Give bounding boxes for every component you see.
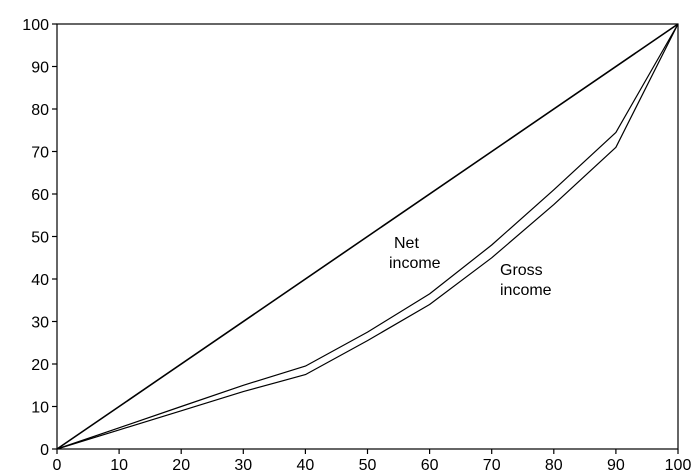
- equality-line: [56, 23, 679, 450]
- x-tick-label: 80: [545, 457, 563, 474]
- y-tick-label: 60: [31, 187, 49, 204]
- x-axis: 0 10 20 30 40 50 60 70 80 90 100: [53, 449, 692, 474]
- gross-line: [56, 23, 679, 450]
- net-income-label-line2: income: [389, 255, 441, 272]
- x-tick-label: 10: [110, 457, 128, 474]
- gross-income-label: Gross income: [500, 262, 552, 299]
- x-tick-label: 100: [665, 457, 692, 474]
- net-line: [56, 23, 679, 450]
- gross-income-label-line1: Gross: [500, 262, 543, 279]
- y-tick-label: 80: [31, 102, 49, 119]
- y-tick-label: 90: [31, 60, 49, 77]
- x-tick-label: 50: [359, 457, 377, 474]
- y-tick-label: 30: [31, 315, 49, 332]
- net-income-label: Net income: [389, 235, 441, 272]
- y-tick-label: 70: [31, 145, 49, 162]
- y-tick-label: 50: [31, 230, 49, 247]
- y-tick-label: 40: [31, 272, 49, 289]
- y-tick-label: 0: [40, 442, 49, 459]
- x-tick-label: 90: [607, 457, 625, 474]
- x-tick-label: 0: [53, 457, 62, 474]
- y-tick-label: 10: [31, 400, 49, 417]
- y-tick-label: 100: [22, 17, 49, 34]
- x-tick-label: 30: [234, 457, 252, 474]
- x-tick-label: 60: [421, 457, 439, 474]
- x-tick-label: 40: [297, 457, 315, 474]
- y-tick-label: 20: [31, 357, 49, 374]
- x-tick-label: 70: [483, 457, 501, 474]
- net-income-label-line1: Net: [394, 235, 419, 252]
- gross-income-label-line2: income: [500, 282, 552, 299]
- series-layer: [56, 23, 679, 450]
- x-tick-label: 20: [172, 457, 190, 474]
- y-axis: 0 10 20 30 40 50 60 70 80 90 100: [22, 17, 57, 459]
